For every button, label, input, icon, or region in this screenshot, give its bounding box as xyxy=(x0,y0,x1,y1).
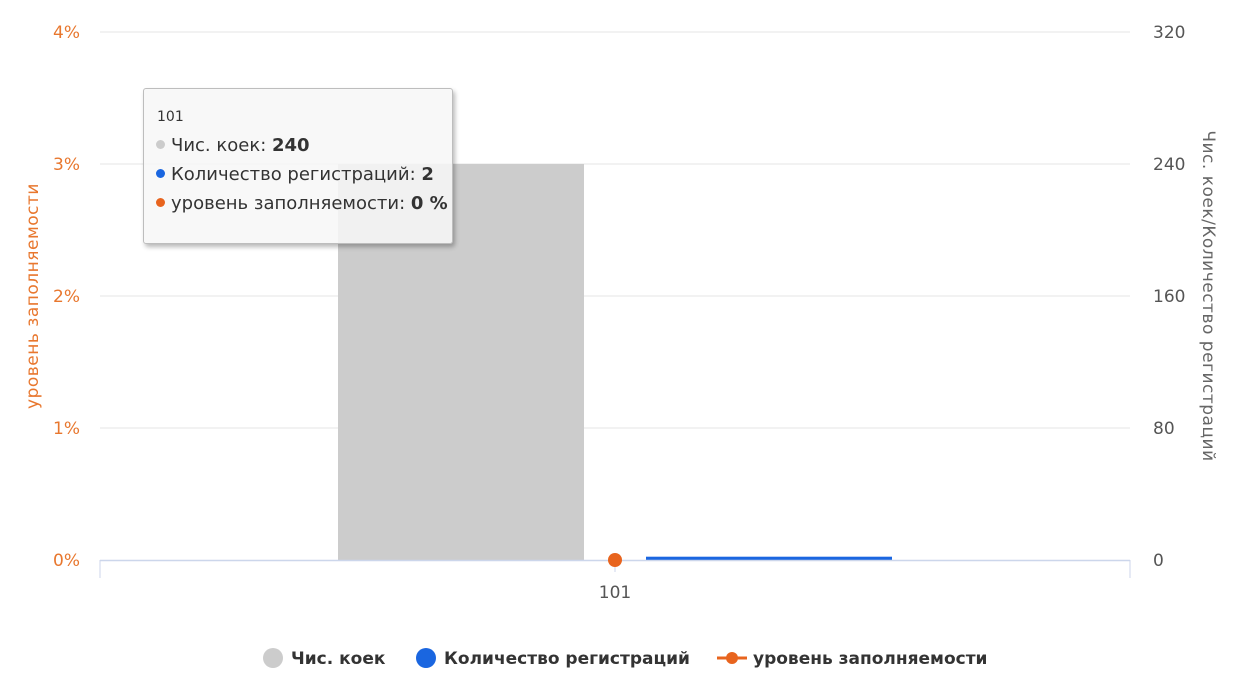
y-right-tick-label: 0 xyxy=(1153,551,1164,571)
tooltip-occupancy-value: 0 % xyxy=(410,193,448,214)
y-left-tick-label: 2% xyxy=(53,287,80,307)
tooltip-beds-value: 240 xyxy=(272,135,310,156)
y-left-axis-title: уровень заполняемости xyxy=(23,183,43,409)
tooltip-registrations-label: Количество регистраций: xyxy=(171,164,422,185)
y-right-axis-title: Чис. коек/Количество регистраций xyxy=(1198,130,1218,461)
tooltip-beds-label: Чис. коек: xyxy=(171,135,272,156)
y-right-tick-label: 320 xyxy=(1153,23,1185,43)
axes: 0% 0 1% 80 2% 160 3% 240 4% 320 101 уровень заполня… xyxy=(23,23,1218,603)
tooltip-header: 101 xyxy=(157,109,184,125)
occupancy-point xyxy=(608,553,622,567)
points xyxy=(608,553,622,567)
legend-marker-icon xyxy=(263,648,283,668)
y-left-tick-label: 3% xyxy=(53,155,80,175)
tooltip-beds-dot-icon xyxy=(156,140,165,149)
legend-label: Чис. коек xyxy=(291,649,386,669)
legend-marker-icon xyxy=(416,648,436,668)
tooltip-registrations-dot-icon xyxy=(156,169,165,178)
legend: Чис. коек Количество регистраций уровень з… xyxy=(263,648,987,669)
y-right-tick-label: 240 xyxy=(1153,155,1185,175)
tooltip: 101 Чис. коек: 240 Количество регистраци… xyxy=(143,88,453,244)
tooltip-occupancy-label: уровень заполняемости: xyxy=(171,193,411,214)
tooltip-row-registrations: Количество регистраций: 2 xyxy=(156,160,440,189)
tooltip-registrations-value: 2 xyxy=(421,164,434,185)
legend-label: Количество регистраций xyxy=(444,649,690,669)
y-right-tick-label: 80 xyxy=(1153,419,1175,439)
legend-label: уровень заполняемости xyxy=(753,649,987,669)
tooltip-row-beds: Чис. коек: 240 xyxy=(156,131,440,160)
tooltip-row-occupancy: уровень заполняемости: 0 % xyxy=(156,189,448,218)
y-left-tick-label: 1% xyxy=(53,419,80,439)
y-left-tick-label: 0% xyxy=(53,551,80,571)
legend-marker-icon xyxy=(726,652,738,664)
y-right-tick-label: 160 xyxy=(1153,287,1185,307)
tooltip-occupancy-dot-icon xyxy=(156,198,165,207)
y-left-tick-label: 4% xyxy=(53,23,80,43)
bar-registrations xyxy=(646,556,892,560)
x-tick-label: 101 xyxy=(599,583,631,603)
